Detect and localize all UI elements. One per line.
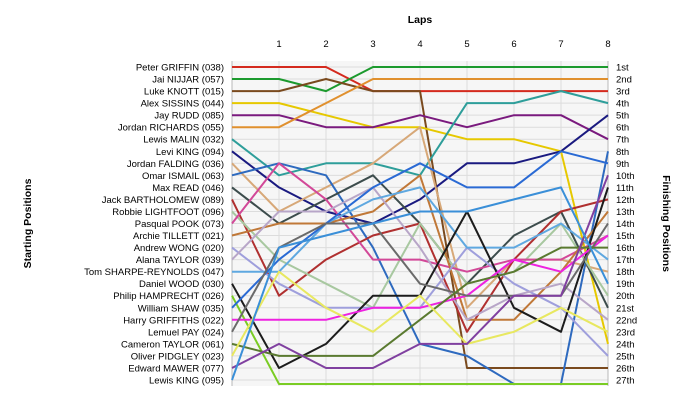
- left-axis-title: Starting Positions: [22, 178, 34, 268]
- starting-position-label: Max READ (046): [152, 183, 224, 194]
- finishing-position-label: 22nd: [616, 315, 637, 326]
- x-tick-label: 8: [605, 39, 610, 50]
- finishing-position-label: 23rd: [616, 327, 635, 338]
- finishing-position-label: 24th: [616, 339, 635, 350]
- x-tick-label: 6: [511, 39, 516, 50]
- starting-position-label: Andrew WONG (020): [134, 243, 224, 254]
- series-line: [231, 186, 609, 381]
- starting-position-label: Jai NIJJAR (057): [152, 75, 224, 86]
- finishing-position-label: 8th: [616, 147, 629, 158]
- finishing-position-label: 13th: [616, 207, 635, 218]
- starting-position-label: Robbie LIGHTFOOT (096): [112, 207, 224, 218]
- finishing-position-label: 17th: [616, 255, 635, 266]
- starting-position-label: Jordan RICHARDS (055): [118, 123, 224, 134]
- starting-position-label: Edward MAWER (077): [128, 363, 224, 374]
- finishing-position-label: 11th: [616, 183, 634, 194]
- starting-position-label: Lewis KING (095): [149, 376, 224, 387]
- finishing-position-label: 7th: [616, 135, 629, 146]
- starting-position-label: Oliver PIDGLEY (023): [131, 351, 224, 362]
- starting-position-label: Jordan FALDING (036): [127, 159, 224, 170]
- series-line: [231, 174, 609, 369]
- x-axis-ticks: 1 2 3 4 5 6 7 8: [276, 39, 610, 50]
- x-tick-label: 2: [323, 39, 328, 50]
- right-axis-title: Finishing Positions: [660, 175, 672, 272]
- finishing-position-label: 27th: [616, 376, 635, 387]
- starting-position-label: Tom SHARPE-REYNOLDS (047): [84, 267, 224, 278]
- starting-position-label: Jay RUDD (085): [154, 111, 224, 122]
- finishing-position-label: 5th: [616, 111, 629, 122]
- finishing-position-label: 18th: [616, 267, 635, 278]
- series-line: [232, 186, 609, 273]
- finishing-position-label: 21st: [616, 303, 634, 314]
- starting-position-label: Philip HAMPRECHT (026): [113, 291, 224, 302]
- x-tick-label: 5: [464, 39, 469, 50]
- finishing-position-label: 6th: [616, 123, 629, 134]
- finishing-position-label: 14th: [616, 219, 635, 230]
- series-line: [232, 66, 608, 93]
- x-tick-label: 1: [276, 39, 281, 50]
- starting-position-label: Luke KNOTT (015): [144, 87, 224, 98]
- series-line: [232, 234, 609, 321]
- finishing-position-label: 20th: [616, 291, 635, 302]
- finishing-position-labels: 1st2nd3rd4th5th6th7th8th9th10th11th12th1…: [616, 63, 637, 387]
- starting-position-label: Omar ISMAIL (063): [142, 171, 224, 182]
- series-line: [231, 114, 609, 225]
- starting-position-label: Levi KING (094): [156, 147, 224, 158]
- series-line: [231, 150, 609, 309]
- series-line: [231, 210, 609, 309]
- finishing-position-label: 19th: [616, 279, 635, 290]
- series-line: [231, 270, 609, 357]
- series-line: [231, 162, 609, 273]
- series-line: [231, 295, 608, 385]
- starting-position-label: William SHAW (035): [138, 303, 224, 314]
- starting-position-label: Alana TAYLOR (039): [136, 255, 224, 266]
- starting-position-label: Peter GRIFFIN (038): [136, 63, 224, 74]
- starting-position-label: Archie TILLETT (021): [133, 231, 224, 242]
- series-line: [232, 78, 608, 369]
- x-tick-label: 7: [558, 39, 563, 50]
- starting-position-label: Lewis MALIN (032): [143, 135, 224, 146]
- series-line: [231, 186, 609, 321]
- finishing-position-label: 1st: [616, 63, 629, 74]
- starting-position-label: Harry GRIFFITHS (022): [123, 315, 224, 326]
- starting-position-labels: Peter GRIFFIN (038)Jai NIJJAR (057)Luke …: [84, 63, 224, 387]
- finishing-position-label: 16th: [616, 243, 635, 254]
- series-line: [232, 78, 608, 129]
- x-tick-label: 3: [370, 39, 375, 50]
- starting-position-label: Cameron TAYLOR (061): [121, 339, 224, 350]
- finishing-position-label: 10th: [616, 171, 635, 182]
- finishing-position-label: 4th: [616, 99, 629, 110]
- series-lines: [231, 66, 609, 385]
- starting-position-label: Lemuel PAY (024): [148, 327, 224, 338]
- finishing-position-label: 12th: [616, 195, 635, 206]
- finishing-position-label: 26th: [616, 363, 635, 374]
- finishing-position-label: 9th: [616, 159, 629, 170]
- finishing-position-label: 3rd: [616, 87, 630, 98]
- starting-position-label: Jack BARTHOLOMEW (089): [102, 195, 224, 206]
- starting-position-label: Pasqual POOK (073): [135, 219, 224, 230]
- finishing-position-label: 25th: [616, 351, 635, 362]
- finishing-position-label: 15th: [616, 231, 635, 242]
- series-line: [231, 246, 608, 357]
- x-axis-title: Laps: [408, 14, 433, 26]
- finishing-position-label: 2nd: [616, 75, 632, 86]
- x-tick-label: 4: [417, 39, 422, 50]
- starting-position-label: Daniel WOOD (030): [139, 279, 224, 290]
- starting-position-label: Alex SISSINS (044): [141, 99, 224, 110]
